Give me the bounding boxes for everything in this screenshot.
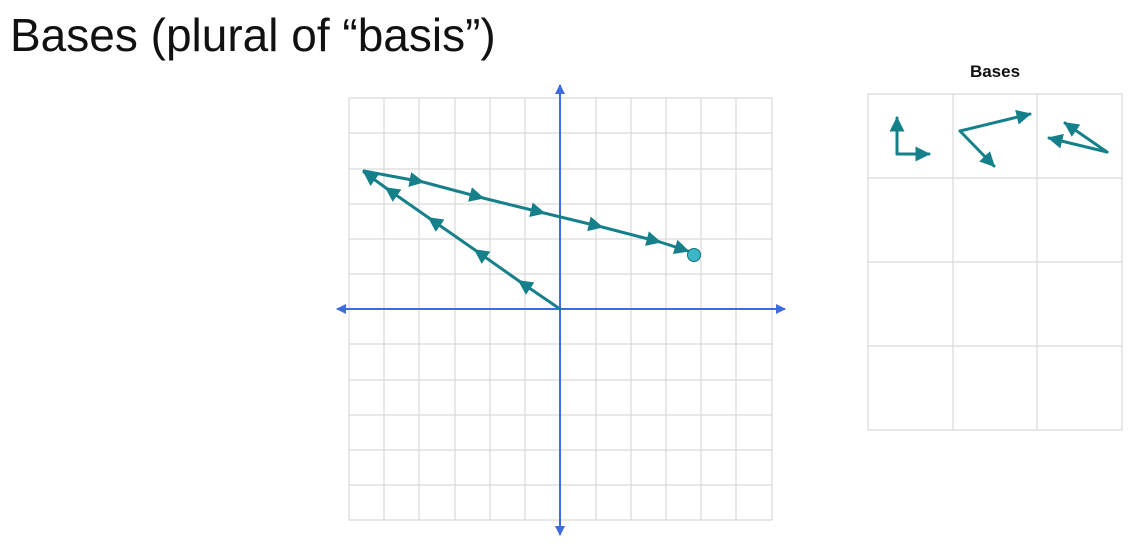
vector-chain-left xyxy=(362,170,562,311)
vector-arrow xyxy=(427,216,477,252)
vector-arrow xyxy=(658,239,690,255)
vector-arrow xyxy=(384,186,431,220)
slide-title: Bases (plural of “basis”) xyxy=(10,9,496,61)
vector-arrow xyxy=(481,196,546,218)
bases-panel-title: Bases xyxy=(969,62,1021,81)
vector-arrow xyxy=(473,248,521,283)
basis-vector-d xyxy=(1063,121,1109,154)
basis-vector-a xyxy=(958,109,1032,133)
basis-standard xyxy=(889,116,931,162)
basis-skewed xyxy=(958,109,1032,168)
vector-arrow xyxy=(517,279,562,311)
basis-narrow xyxy=(1047,121,1109,154)
target-point xyxy=(687,248,701,262)
bases-panel-grid xyxy=(867,93,1123,431)
basis-vector-c xyxy=(1047,133,1109,154)
vector-arrow xyxy=(600,225,662,246)
vector-arrow xyxy=(362,170,388,190)
vector-arrow xyxy=(362,169,425,187)
vector-arrow xyxy=(542,211,604,232)
basis-vector-b xyxy=(958,129,996,168)
vector-arrow xyxy=(421,180,485,202)
vector-chain-top xyxy=(362,169,690,255)
